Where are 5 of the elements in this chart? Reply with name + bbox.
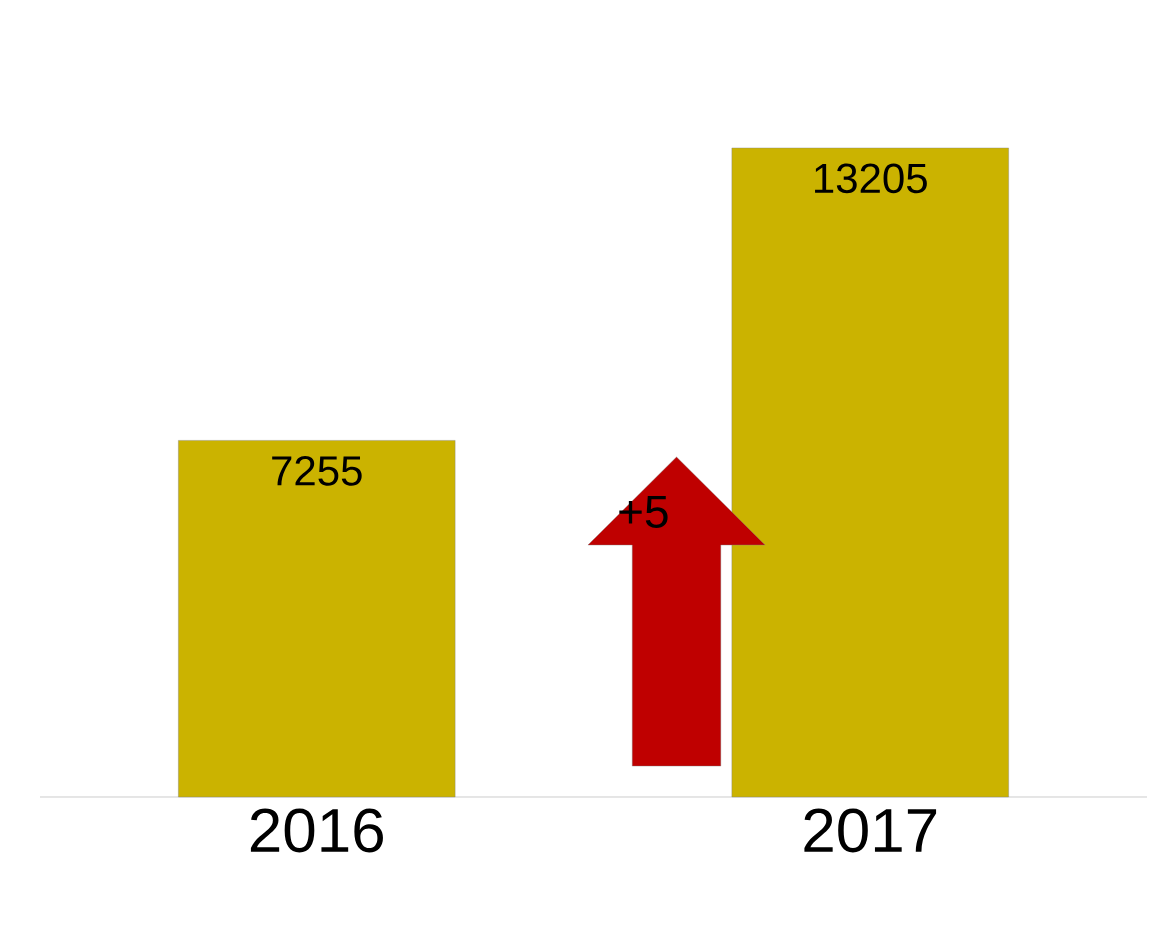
data-label: 7255: [272, 455, 362, 486]
x-tick-label: 2017: [804, 808, 937, 853]
annotation: +5: [619, 495, 668, 528]
x-tick-label: 2016: [250, 808, 383, 853]
data-label: 13205: [815, 163, 927, 194]
